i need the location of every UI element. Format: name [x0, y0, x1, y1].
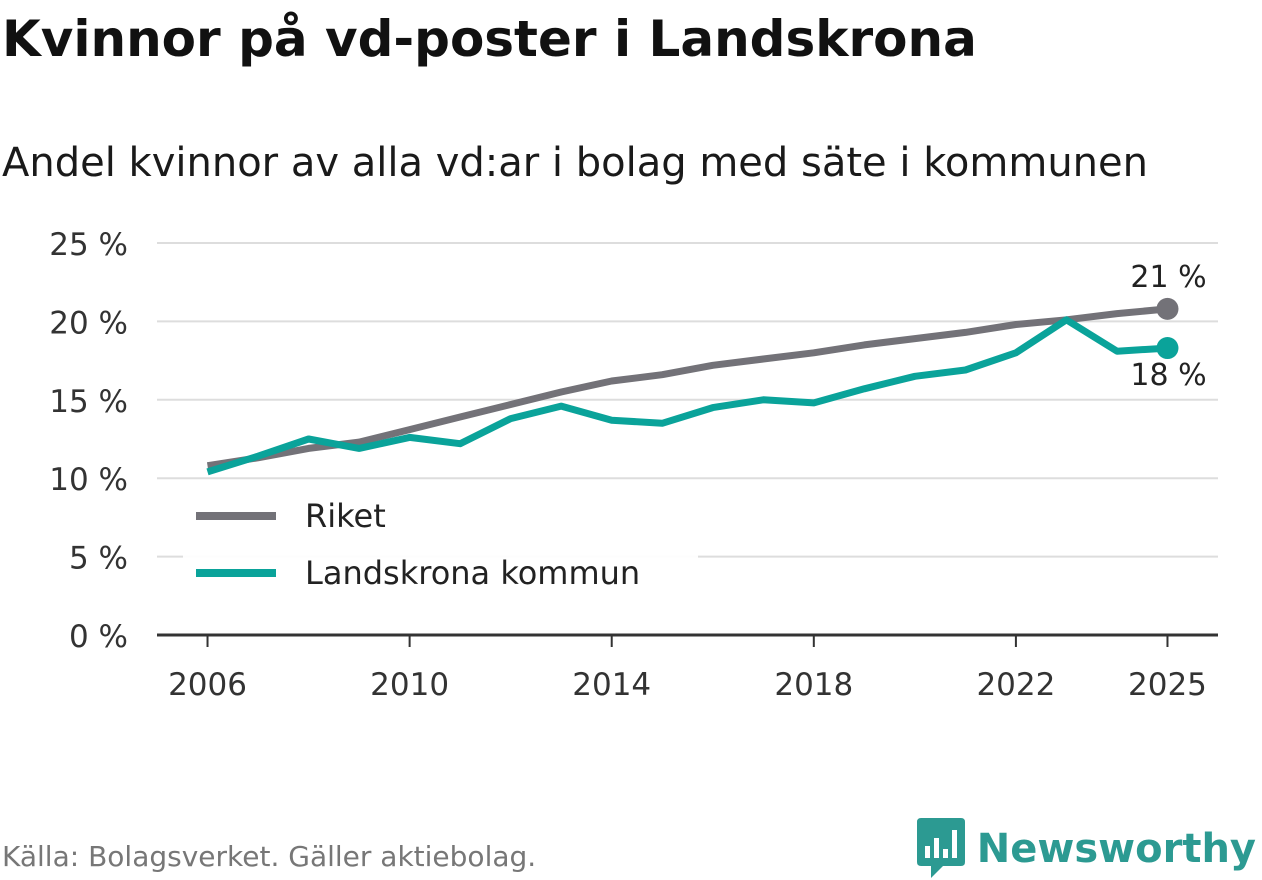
x-tick-label: 2006 [168, 667, 247, 703]
y-tick-label: 15 % [49, 384, 128, 420]
y-tick-label: 5 % [69, 541, 128, 577]
x-tick-label: 2025 [1128, 667, 1207, 703]
x-tick-label: 2022 [976, 667, 1055, 703]
x-tick-label: 2010 [370, 667, 449, 703]
x-tick-label: 2018 [774, 667, 853, 703]
end-label-riket: 21 % [1130, 260, 1206, 295]
y-tick-label: 20 % [49, 305, 128, 341]
series-line-landskrona [206, 316, 1168, 476]
chart-title: Kvinnor på vd-poster i Landskrona [2, 10, 977, 68]
chart-subtitle: Andel kvinnor av alla vd:ar i bolag med … [2, 140, 1148, 186]
end-point-riket [1156, 297, 1179, 320]
brand-name: Newsworthy [976, 826, 1256, 872]
legend-label-riket: Riket [305, 497, 386, 535]
brand-logo: Newsworthy [915, 818, 1256, 880]
y-tick-label: 25 % [49, 227, 128, 263]
source-note: Källa: Bolagsverket. Gäller aktiebolag. [2, 840, 537, 873]
y-tick-label: 10 % [49, 462, 128, 498]
x-tick-label: 2014 [572, 667, 651, 703]
end-label-landskrona: 18 % [1130, 358, 1206, 393]
newsworthy-logo-icon [916, 818, 965, 878]
legend-background [183, 492, 698, 604]
series-line-riket [206, 305, 1168, 470]
legend-label-landskrona: Landskrona kommun [305, 554, 640, 592]
end-point-landskrona [1156, 337, 1179, 360]
y-tick-label: 0 % [69, 619, 128, 655]
